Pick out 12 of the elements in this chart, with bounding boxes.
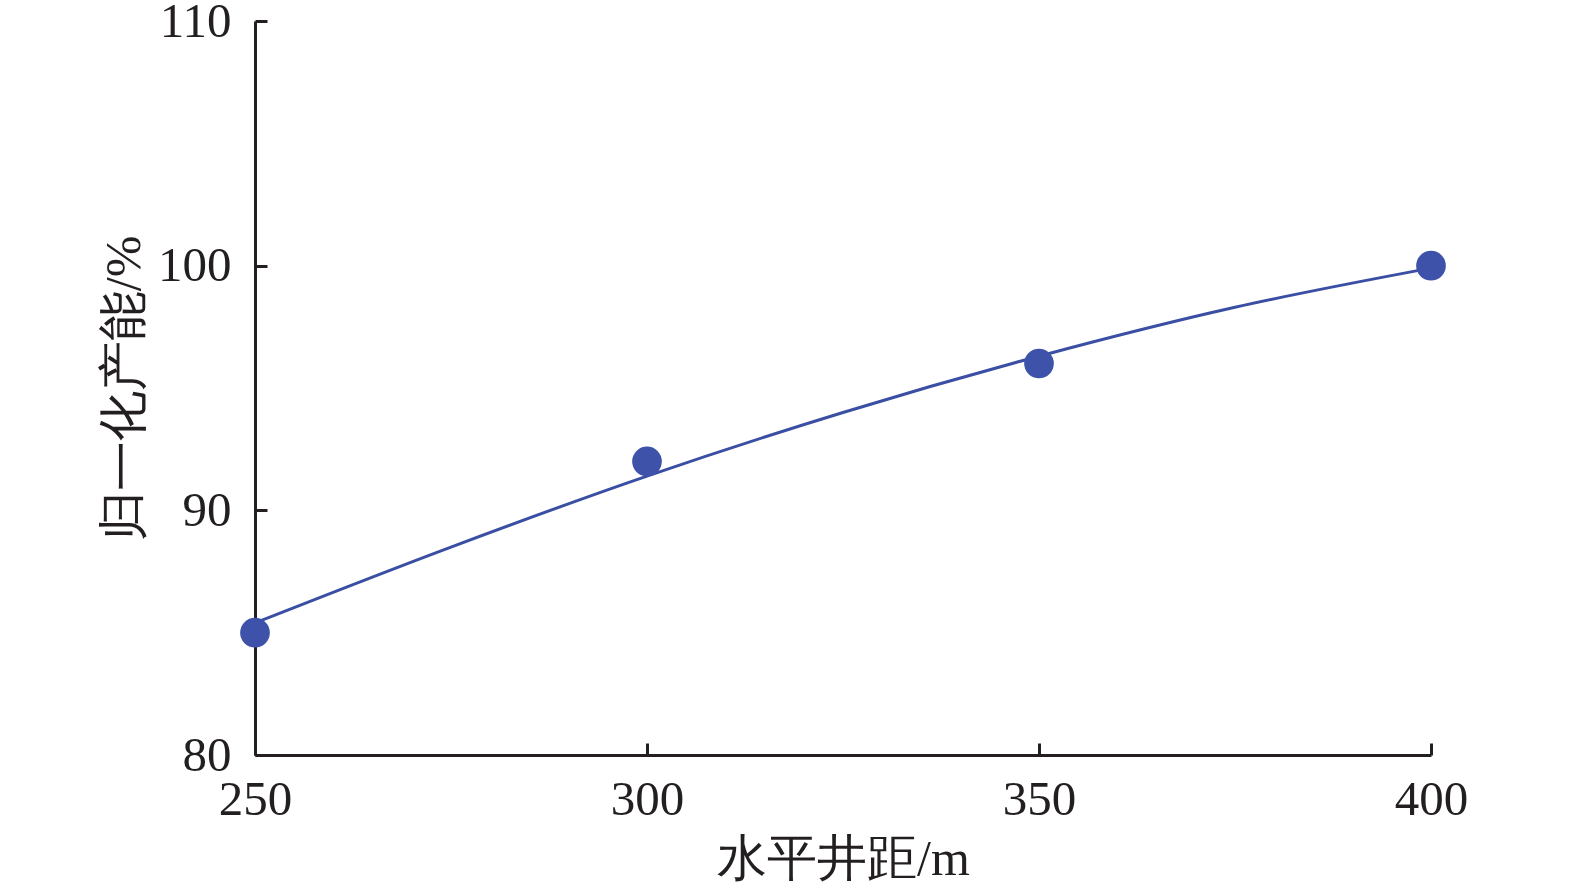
y-tick-label: 90 [182,481,232,537]
x-axis-title: 水平井距/m [717,829,970,886]
y-tick-label: 100 [158,237,232,293]
y-tick-label: 110 [159,0,232,48]
x-tick-label: 300 [610,770,685,826]
point [1024,348,1054,379]
y-axis-title: 归一化产能/% [95,235,151,542]
x-tick-label: 400 [1394,770,1469,826]
point [1416,250,1446,281]
point [240,617,270,648]
point [632,446,662,477]
x-tick-label: 350 [1002,770,1077,826]
